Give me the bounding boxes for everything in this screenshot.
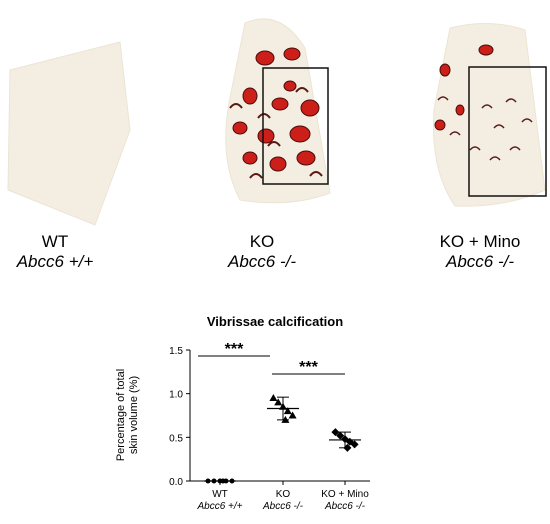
x-tick-sublabel-1: Abcc6 -/- xyxy=(262,501,304,512)
mino-inset-box xyxy=(468,66,547,197)
mino-caption-name: KO + Mino xyxy=(439,232,521,251)
point-2-3 xyxy=(345,437,354,446)
y-tick-label-3: 1.5 xyxy=(169,346,183,357)
wt-caption: WT Abcc6 +/+ xyxy=(5,232,105,272)
y-tick-label-0: 0.0 xyxy=(169,477,183,488)
y-tick-label-1: 0.5 xyxy=(169,433,183,444)
mino-skin-image xyxy=(433,22,547,207)
ko-inset-box xyxy=(262,67,329,185)
point-1-1 xyxy=(274,398,283,406)
point-0-5 xyxy=(220,478,226,484)
mino-caption: KO + Mino Abcc6 -/- xyxy=(420,232,540,272)
point-0-1 xyxy=(211,478,217,484)
mino-calcification-deposits xyxy=(434,44,494,131)
x-tick-sublabel-2: Abcc6 -/- xyxy=(324,501,366,512)
y-axis-label-line1: Percentage of total xyxy=(115,369,127,461)
mino-skin-tissue xyxy=(433,22,546,207)
chart-title: Vibrissae calcification xyxy=(207,314,343,329)
ko-skin-image xyxy=(225,18,331,204)
sig-label-1: *** xyxy=(299,359,318,376)
vibrissae-chart: Vibrissae calcification Percentage of to… xyxy=(115,314,370,512)
point-1-5 xyxy=(281,415,290,423)
x-tick-sublabel-0: Abcc6 +/+ xyxy=(196,501,242,512)
x-tick-label-1: KO xyxy=(276,489,291,500)
mino-caption-genotype: Abcc6 -/- xyxy=(445,252,515,271)
point-1-0 xyxy=(269,394,278,402)
point-1-4 xyxy=(288,411,297,419)
y-tick-label-2: 1.0 xyxy=(169,390,183,401)
ko-caption-name: KO xyxy=(249,232,275,251)
mino-follicle-rings xyxy=(437,96,533,161)
point-2-2 xyxy=(341,435,349,444)
y-axis-label: Percentage of total skin volume (%) xyxy=(115,369,140,461)
x-tick-label-0: WT xyxy=(212,489,228,500)
point-0-0 xyxy=(205,478,211,484)
point-1-3 xyxy=(283,407,292,415)
wt-skin-image xyxy=(7,41,131,226)
ko-follicle-rings xyxy=(229,87,323,179)
point-2-4 xyxy=(350,440,359,449)
ko-caption-genotype: Abcc6 -/- xyxy=(227,252,297,271)
x-tick-label-2: KO + Mino xyxy=(321,489,369,500)
ko-calcification-deposits xyxy=(232,47,320,172)
wt-skin-tissue xyxy=(7,41,131,226)
point-2-5 xyxy=(343,443,352,452)
point-2-1 xyxy=(336,431,345,440)
sig-label-0: *** xyxy=(225,341,244,358)
wt-caption-name: WT xyxy=(41,232,69,251)
y-axis-label-line2: skin volume (%) xyxy=(128,376,140,454)
point-1-2 xyxy=(279,402,287,410)
wt-caption-genotype: Abcc6 +/+ xyxy=(16,252,94,271)
point-2-0 xyxy=(331,428,340,437)
ko-caption: KO Abcc6 -/- xyxy=(212,232,312,272)
point-0-4 xyxy=(229,478,235,484)
